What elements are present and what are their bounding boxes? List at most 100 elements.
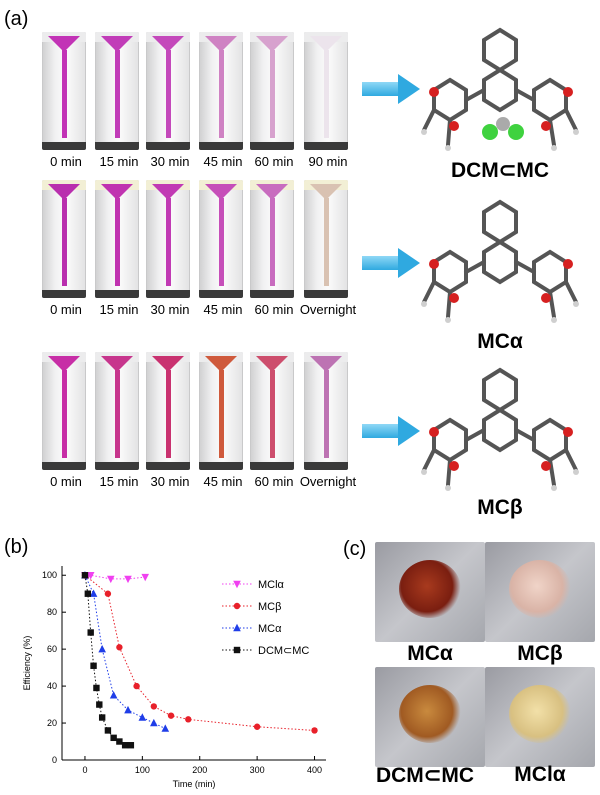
panel-label-a: (a) xyxy=(4,8,29,30)
cuvette-row3-3 xyxy=(146,352,190,470)
data-point xyxy=(84,590,92,597)
time-label: 30 min xyxy=(150,474,190,489)
data-point xyxy=(150,703,158,710)
data-point xyxy=(81,572,89,579)
time-label: 60 min xyxy=(254,154,294,169)
powder-pile xyxy=(509,685,571,743)
powder-photo xyxy=(485,667,595,767)
y-tick-label: 100 xyxy=(42,570,57,580)
x-tick-label: 300 xyxy=(250,765,265,775)
data-point xyxy=(133,682,140,690)
cuvette-row3-1 xyxy=(42,352,86,470)
data-point xyxy=(116,644,123,651)
cuvette-row3-6 xyxy=(304,352,348,470)
x-tick-label: 400 xyxy=(307,765,322,775)
x-tick-label: 100 xyxy=(135,765,150,775)
powder-photo xyxy=(375,667,485,767)
time-label: 30 min xyxy=(150,154,190,169)
time-label: 15 min xyxy=(99,474,139,489)
time-label: Overnight xyxy=(299,474,357,489)
y-tick-label: 20 xyxy=(47,718,57,728)
time-label: 90 min xyxy=(308,154,348,169)
time-label: 45 min xyxy=(203,474,243,489)
series-line xyxy=(84,574,146,580)
panel-label-c: (c) xyxy=(343,538,367,560)
cuvette-row1-4 xyxy=(199,32,243,150)
molecule-label-dcm-mc: DCM⊂MC xyxy=(450,159,550,182)
powder-photo xyxy=(485,542,595,642)
legend-label: MClα xyxy=(258,579,285,591)
data-point xyxy=(93,684,100,692)
arrow-right-icon xyxy=(362,416,420,446)
cuvette-row2-4 xyxy=(199,180,243,298)
data-point xyxy=(124,575,132,584)
time-label: 0 min xyxy=(50,302,82,317)
arrow-right-icon xyxy=(362,248,420,278)
time-label: 60 min xyxy=(254,302,294,317)
x-tick-label: 0 xyxy=(82,765,87,775)
cuvette-row2-2 xyxy=(95,180,139,298)
time-label: 15 min xyxy=(99,302,139,317)
data-point xyxy=(110,734,117,742)
data-point xyxy=(161,724,170,732)
y-axis-title: Efficiency (%) xyxy=(22,636,32,691)
legend-label: MCα xyxy=(258,623,282,635)
data-point xyxy=(141,573,150,582)
data-point xyxy=(121,742,129,749)
powder-photo xyxy=(375,542,485,642)
time-label: 30 min xyxy=(150,302,190,317)
legend-marker xyxy=(233,580,241,589)
efficiency-chart: 0 100 200 300 400 0 20 40 60 80 100 Time (min) Effic… xyxy=(22,566,326,789)
time-label: Overnight xyxy=(299,302,357,317)
data-point xyxy=(127,742,135,749)
series-line xyxy=(84,575,166,730)
legend-label: MCβ xyxy=(258,601,281,613)
time-label: 45 min xyxy=(203,154,243,169)
panel-label-b: (b) xyxy=(4,536,29,558)
legend-label: DCM⊂MC xyxy=(258,645,309,657)
data-point xyxy=(104,727,112,734)
y-tick-label: 40 xyxy=(47,681,57,691)
y-tick-label: 0 xyxy=(52,755,57,765)
cuvette-row1-1 xyxy=(42,32,86,150)
time-label: 0 min xyxy=(50,474,82,489)
powder-pile xyxy=(399,685,461,743)
data-point xyxy=(90,662,97,669)
data-point xyxy=(106,575,115,584)
legend-marker xyxy=(233,623,241,632)
molecule-label-mc-beta: MCβ xyxy=(477,496,523,519)
cuvette-row3-4 xyxy=(199,352,243,470)
powder-label: MClα xyxy=(514,763,566,786)
cuvette-row3-5 xyxy=(250,352,294,470)
cuvette-row2-1 xyxy=(42,180,86,298)
powder-pile xyxy=(509,560,571,618)
data-point xyxy=(311,727,318,734)
molecule-label-mc-alpha: MCα xyxy=(477,330,523,353)
series-line xyxy=(84,575,131,746)
data-point xyxy=(150,718,158,727)
data-point xyxy=(87,629,94,636)
cuvette-row1-3 xyxy=(146,32,190,150)
cuvette-row1-5 xyxy=(250,32,294,150)
time-label: 60 min xyxy=(254,474,294,489)
data-point xyxy=(167,712,175,719)
data-point xyxy=(109,691,118,699)
powder-label: MCα xyxy=(407,642,453,665)
cuvette-row1-2 xyxy=(95,32,139,150)
data-point xyxy=(96,701,103,708)
data-point xyxy=(86,572,95,580)
x-tick-label: 200 xyxy=(192,765,207,775)
data-point xyxy=(124,705,132,714)
data-point xyxy=(104,590,112,597)
data-point xyxy=(98,714,106,721)
molecule-mc-alpha-icon xyxy=(421,199,579,323)
time-label: 15 min xyxy=(99,154,139,169)
data-point xyxy=(185,716,192,723)
arrow-right-icon xyxy=(362,74,420,104)
time-label: 0 min xyxy=(50,154,82,169)
powder-label: MCβ xyxy=(517,642,563,665)
data-point xyxy=(116,738,123,745)
data-point xyxy=(138,713,147,721)
data-point xyxy=(89,589,98,597)
molecule-dcm-mc-icon xyxy=(421,27,579,151)
